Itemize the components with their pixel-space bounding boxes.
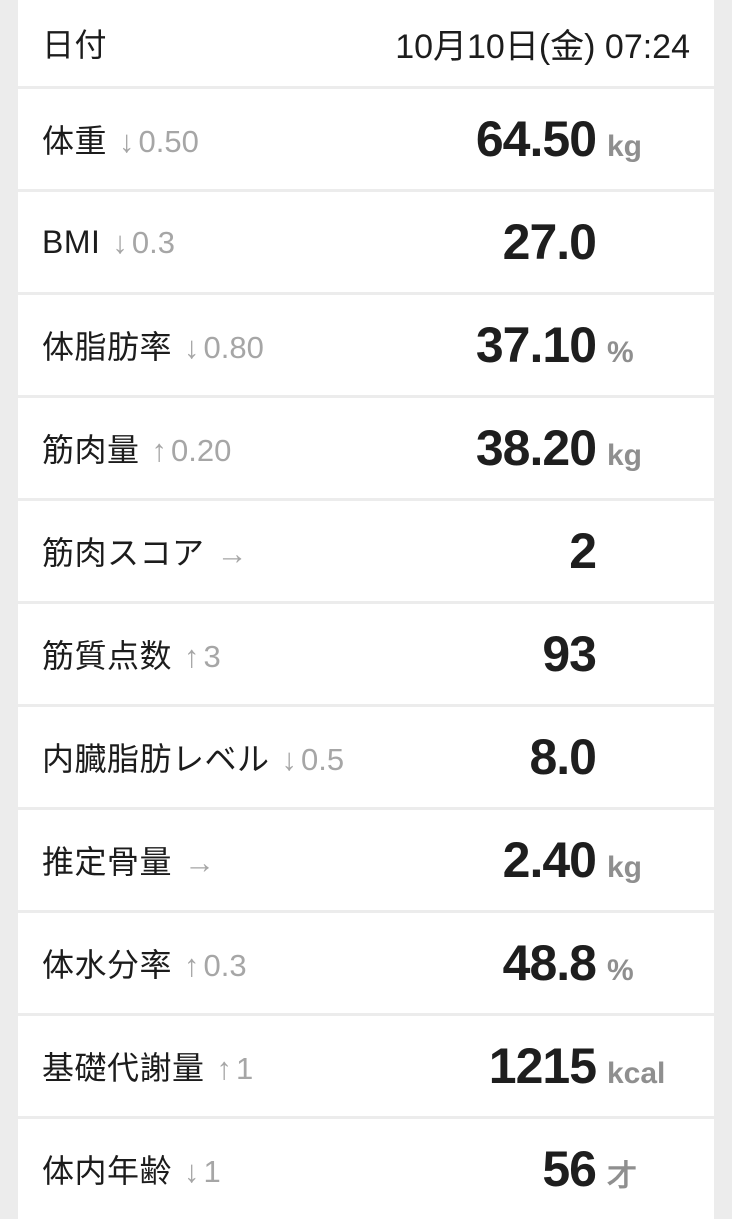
metric-label-group: 筋肉スコア → [42,528,252,574]
metric-label-group: 内臓脂肪レベル ↓ 0.5 [42,734,344,780]
metric-value-group: 37.10 % [476,316,690,374]
metric-row[interactable]: 体水分率 ↑ 0.3 48.8 % [18,913,714,1013]
metric-unit: kg [607,130,643,163]
trend-delta: 0.80 [203,330,264,365]
metric-label-group: 推定骨量 → [42,837,219,883]
trend-arrow-icon: → [216,536,248,571]
metric-row[interactable]: 体重 ↓ 0.50 64.50 kg [18,89,714,189]
metric-value-group: 2 [569,522,690,580]
trend-indicator: ↓ 0.50 [119,124,199,160]
trend-delta: 0.50 [138,124,199,159]
metric-label-group: 体水分率 ↑ 0.3 [42,940,247,986]
trend-delta: 1 [203,1154,221,1189]
trend-arrow-icon: ↓ [184,330,200,365]
trend-delta: 0.3 [131,224,175,260]
trend-delta: 0.5 [301,742,345,777]
metric-value: 64.50 [475,111,597,167]
trend-indicator: ↓ 1 [184,1154,221,1190]
metric-label: 筋肉スコア [42,535,205,571]
date-label: 日付 [42,27,108,63]
metric-row[interactable]: 筋質点数 ↑ 3 93 [18,604,714,704]
metric-label-group: 体重 ↓ 0.50 [42,116,199,162]
trend-arrow-icon: → [184,845,216,880]
metric-value-group: 8.0 [529,728,690,786]
trend-delta: 0.20 [171,433,232,468]
metric-row[interactable]: 体内年齢 ↓ 1 56 才 [18,1119,714,1219]
trend-indicator: → [184,845,219,881]
metric-label: 体内年齢 [42,1153,173,1189]
metric-label-group: 体内年齢 ↓ 1 [42,1146,221,1192]
metric-unit: kcal [607,1057,666,1090]
date-value: 10月10日(金) 07:24 [395,27,690,66]
trend-indicator: ↑ 3 [184,639,221,675]
trend-indicator: ↓ 0.3 [112,225,175,261]
metric-row[interactable]: BMI ↓ 0.3 27.0 [18,192,714,292]
metric-label-group: 筋質点数 ↑ 3 [42,631,221,677]
metric-value-group: 56 才 [542,1140,690,1198]
trend-arrow-icon: ↓ [184,1154,200,1189]
metric-label: 推定骨量 [42,844,173,880]
trend-indicator: ↑ 0.3 [184,948,247,984]
metric-unit: 才 [607,1160,637,1193]
metric-value-group: 38.20 kg [476,419,690,477]
metric-label: 体水分率 [42,947,173,983]
metric-value: 56 [542,1141,597,1197]
metric-row[interactable]: 体脂肪率 ↓ 0.80 37.10 % [18,295,714,395]
metric-label: 筋質点数 [42,638,173,674]
trend-delta: 1 [236,1051,254,1086]
metric-value: 48.8 [502,935,597,991]
metric-label-group: 体脂肪率 ↓ 0.80 [42,322,264,368]
metric-value-group: 64.50 kg [476,110,690,168]
metric-value-group: 1215 kcal [489,1037,690,1095]
trend-arrow-icon: ↓ [119,124,135,159]
trend-delta: 3 [203,639,221,674]
metric-value: 38.20 [475,420,597,476]
metric-row[interactable]: 内臓脂肪レベル ↓ 0.5 8.0 [18,707,714,807]
metric-label: 筋肉量 [42,432,140,468]
metric-value-group: 48.8 % [503,934,690,992]
metric-value: 27.0 [502,214,597,270]
metric-value: 2.40 [502,832,597,888]
metric-label-group: 筋肉量 ↑ 0.20 [42,425,231,471]
metric-label-group: 基礎代謝量 ↑ 1 [42,1043,253,1089]
metric-value: 37.10 [475,317,597,373]
metric-row[interactable]: 筋肉量 ↑ 0.20 38.20 kg [18,398,714,498]
metric-value-group: 93 [542,625,690,683]
trend-indicator: ↑ 0.20 [152,433,232,469]
metric-label: 内臓脂肪レベル [42,741,270,777]
trend-arrow-icon: ↑ [184,639,200,674]
metric-value: 8.0 [529,729,597,785]
metric-row[interactable]: 推定骨量 → 2.40 kg [18,810,714,910]
metric-value: 93 [542,626,597,682]
metric-label: 体重 [42,123,108,159]
trend-arrow-icon: ↓ [281,742,298,777]
trend-indicator: ↓ 0.80 [184,330,264,366]
metric-unit: kg [607,851,643,884]
date-row[interactable]: 日付 10月10日(金) 07:24 [18,0,714,86]
metric-unit: kg [607,439,643,472]
metric-value: 2 [569,523,597,579]
metric-label-group: BMI ↓ 0.3 [42,224,175,261]
metric-value-group: 27.0 [503,213,690,271]
metric-row[interactable]: 筋肉スコア → 2 [18,501,714,601]
metric-label: 体脂肪率 [42,329,173,365]
trend-arrow-icon: ↑ [151,433,168,468]
metric-label: BMI [42,223,101,260]
metric-label: 基礎代謝量 [42,1050,205,1086]
trend-indicator: → [217,536,252,572]
trend-delta: 0.3 [203,948,247,983]
trend-arrow-icon: ↑ [184,948,200,983]
metric-value-group: 2.40 kg [503,831,690,889]
metric-row[interactable]: 基礎代謝量 ↑ 1 1215 kcal [18,1016,714,1116]
trend-indicator: ↓ 0.5 [282,742,345,778]
trend-indicator: ↑ 1 [217,1051,254,1087]
metric-unit: % [607,954,634,987]
trend-arrow-icon: ↑ [216,1051,233,1086]
metric-value: 1215 [488,1038,597,1094]
metric-unit: % [607,336,634,369]
trend-arrow-icon: ↓ [112,224,128,260]
